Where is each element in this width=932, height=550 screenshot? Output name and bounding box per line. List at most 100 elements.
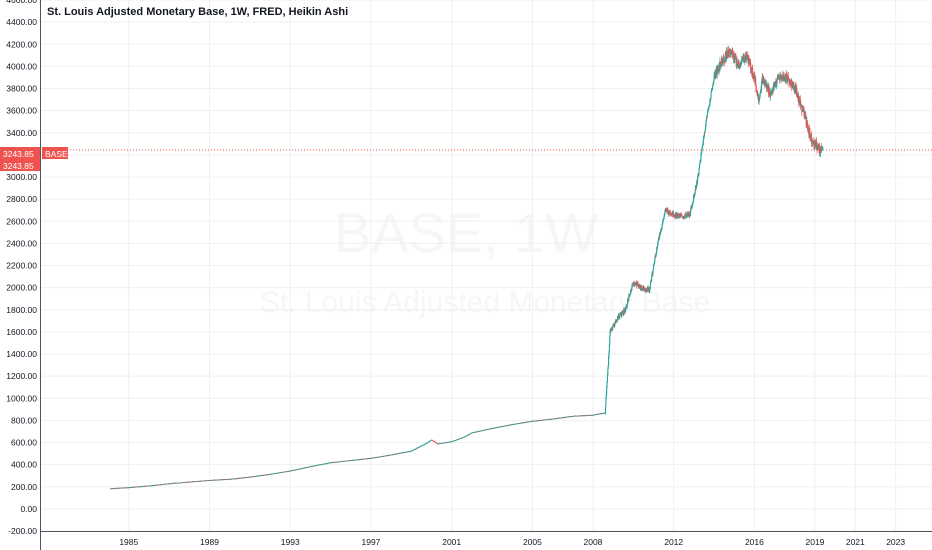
candle-body [627, 300, 629, 305]
candle-body [693, 193, 695, 197]
candle-body [798, 95, 800, 102]
candle-body [630, 290, 633, 292]
candle-body [732, 50, 734, 58]
candle-body [656, 245, 659, 248]
symbol-tag-label: BASE [45, 149, 68, 159]
candle-body [634, 282, 636, 285]
price-tag-secondary-value: 3243.85 [3, 161, 34, 171]
candle-body [705, 121, 707, 127]
y-axis[interactable]: -200.00 0.00 200.00 400.00 600.00 800.00 1000.… [6, 0, 41, 550]
candle-body [609, 336, 611, 345]
candle-body [605, 394, 607, 399]
candle-body [805, 118, 807, 124]
y-tick-label: 1800.00 [6, 305, 37, 315]
x-tick-label: 1997 [362, 537, 381, 547]
y-tick-label: 4400.00 [6, 17, 37, 27]
y-tick-label: 3600.00 [6, 106, 37, 116]
candle-body [619, 313, 621, 318]
candle-body [658, 234, 661, 240]
candle-body [694, 190, 696, 194]
candle-body [685, 215, 687, 219]
candle-body [702, 140, 704, 145]
x-axis[interactable]: 1985 1989 1993 1997 2001 2005 2008 2012 2016 2019… [40, 531, 932, 548]
x-tick-label: 2021 [846, 537, 865, 547]
candle-body [705, 126, 707, 130]
candle-body [791, 80, 793, 88]
candle-body [809, 132, 811, 138]
candle-body [708, 107, 710, 110]
candle-body [725, 52, 727, 60]
x-tick-label: 1989 [200, 537, 219, 547]
candle-body [767, 86, 769, 92]
candle-body [813, 140, 815, 147]
symbol-tag [42, 147, 68, 159]
candle-body [699, 163, 701, 166]
y-tick-label: 1600.00 [6, 327, 37, 337]
candle-body [772, 87, 774, 92]
candle-body [660, 230, 662, 235]
candle-body [631, 285, 633, 291]
candle-body [629, 294, 631, 296]
candle-body [609, 330, 611, 337]
candle-body [715, 70, 717, 76]
candle-body [710, 92, 712, 99]
candle-body [707, 111, 709, 115]
candle-body [713, 79, 715, 84]
candle-body [735, 57, 737, 62]
candle-body [819, 150, 822, 154]
candle-body [709, 99, 711, 105]
y-tick-label: 2600.00 [6, 216, 37, 226]
y-tick-label: 4600.00 [6, 0, 37, 5]
candle-body [415, 448, 418, 450]
y-tick-label: 3400.00 [6, 128, 37, 138]
candle-body [796, 92, 798, 94]
candle-body [693, 195, 695, 202]
y-tick-label: 1400.00 [6, 349, 37, 359]
candle-body [434, 441, 436, 443]
candle-body [752, 68, 754, 77]
candle-body [463, 437, 465, 438]
candle-body [653, 265, 655, 269]
candle-body [760, 89, 762, 93]
candle-body [412, 450, 414, 451]
candle-body [703, 136, 705, 141]
candle-body [689, 209, 692, 216]
y-tick-label: 0.00 [20, 504, 37, 514]
x-tick-label: 2012 [664, 537, 683, 547]
candle-body [672, 211, 674, 217]
y-tick-label: 2000.00 [6, 283, 37, 293]
candle-body [710, 98, 712, 101]
candle-body [604, 406, 607, 413]
y-tick-label: 2800.00 [6, 194, 37, 204]
candle-body [762, 76, 764, 84]
y-tick-label: 2200.00 [6, 261, 37, 271]
x-tick-label: 2001 [442, 537, 461, 547]
candle-body [605, 398, 607, 407]
candle-body [623, 311, 626, 313]
candle-body [698, 174, 700, 177]
candle-body [647, 287, 649, 290]
x-tick-label: 2019 [805, 537, 824, 547]
candle-body [700, 154, 702, 161]
candle-body [628, 295, 630, 301]
candle-body [724, 56, 726, 59]
candle-body [755, 78, 757, 86]
candle-body [706, 114, 708, 118]
candle-body [768, 86, 770, 95]
candle-body [664, 211, 666, 215]
candle-body [792, 85, 794, 89]
y-tick-label: 1200.00 [6, 371, 37, 381]
candle-body [721, 58, 723, 66]
y-tick-label: -200.00 [8, 526, 37, 536]
candle-body [722, 56, 725, 63]
price-tag-value: 3243.85 [3, 149, 34, 159]
x-tick-label: 2005 [523, 537, 542, 547]
candle-body [783, 75, 785, 81]
grid [40, 0, 932, 532]
candle-body [805, 114, 807, 119]
candle-body [621, 312, 623, 316]
y-tick-label: 800.00 [11, 415, 37, 425]
candle-body [607, 368, 609, 376]
candle-body [610, 329, 612, 331]
